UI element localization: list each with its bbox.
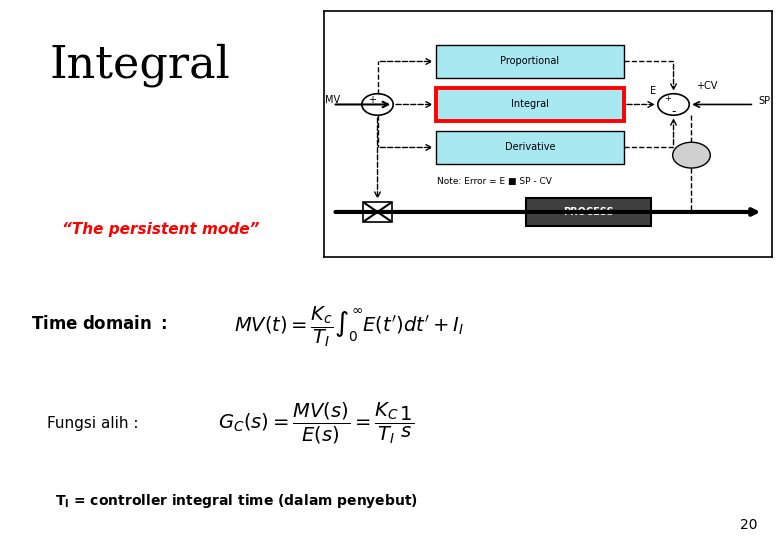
- Text: $\mathbf{T_I}$ = controller integral time (dalam penyebut): $\mathbf{T_I}$ = controller integral tim…: [55, 492, 417, 510]
- Text: Fungsi alih :: Fungsi alih :: [47, 416, 144, 431]
- Text: +: +: [665, 94, 671, 103]
- Text: Proportional: Proportional: [501, 57, 559, 66]
- FancyBboxPatch shape: [436, 131, 624, 164]
- Circle shape: [672, 142, 711, 168]
- Text: +: +: [368, 96, 376, 105]
- Text: $MV(t) = \dfrac{K_c}{T_I}\int_0^{\infty}E(t^\prime)dt^\prime + I_I$: $MV(t) = \dfrac{K_c}{T_I}\int_0^{\infty}…: [234, 305, 464, 349]
- Text: PROCESS: PROCESS: [563, 207, 614, 217]
- Text: 20: 20: [740, 518, 757, 532]
- Text: $\mathbf{Time\ domain\ :}$: $\mathbf{Time\ domain\ :}$: [31, 315, 167, 333]
- FancyBboxPatch shape: [526, 198, 651, 226]
- Text: Integral: Integral: [511, 99, 549, 110]
- Text: E: E: [651, 86, 657, 96]
- Text: Note: Error = E ■ SP - CV: Note: Error = E ■ SP - CV: [437, 177, 551, 186]
- FancyBboxPatch shape: [436, 45, 624, 78]
- Text: Derivative: Derivative: [505, 143, 555, 152]
- Text: Integral: Integral: [50, 43, 231, 86]
- Text: +CV: +CV: [697, 81, 718, 91]
- FancyBboxPatch shape: [436, 87, 624, 122]
- Text: $G_C(s) = \dfrac{MV(s)}{E(s)} = \dfrac{K_C}{T_I}\dfrac{1}{s}$: $G_C(s) = \dfrac{MV(s)}{E(s)} = \dfrac{K…: [218, 401, 414, 447]
- Text: -: -: [672, 105, 675, 118]
- Text: SP: SP: [758, 97, 770, 106]
- Text: “The persistent mode”: “The persistent mode”: [62, 222, 260, 237]
- Text: MV: MV: [324, 96, 340, 105]
